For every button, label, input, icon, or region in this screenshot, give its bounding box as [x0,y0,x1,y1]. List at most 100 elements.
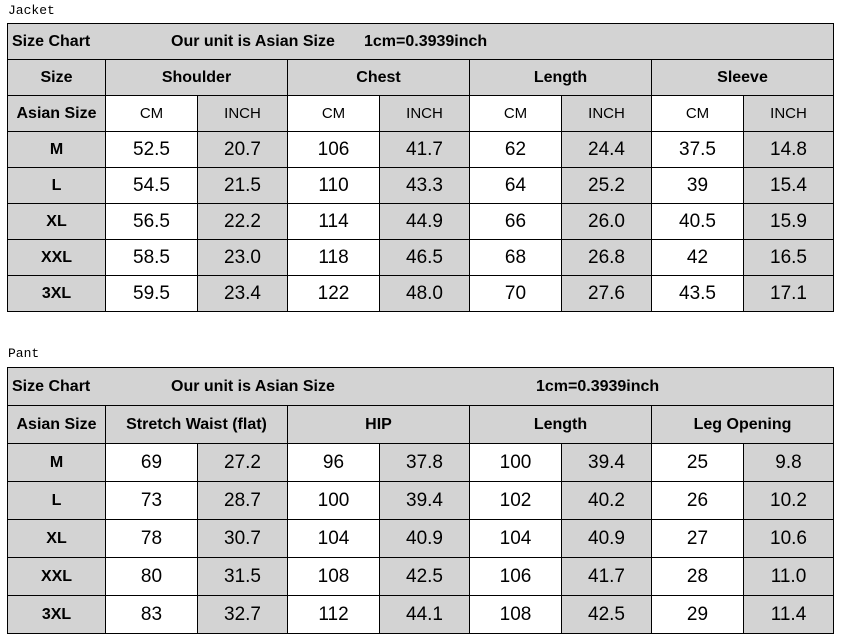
value-cell: 27 [651,519,744,558]
value-cell: 68 [469,239,562,276]
sub-header: INCH [197,95,288,132]
title-text: Size Chart [12,377,91,395]
table-label: Pant [8,346,40,361]
value-cell: 40.2 [561,481,652,520]
value-cell: 78 [105,519,198,558]
value-cell: 31.5 [197,557,288,596]
value-cell: 108 [287,557,380,596]
size-cell: 3XL [7,275,106,312]
value-cell: 39 [651,167,744,204]
value-cell: 21.5 [197,167,288,204]
size-cell: L [7,481,106,520]
value-cell: 102 [469,481,562,520]
value-cell: 39.4 [379,481,470,520]
value-cell: 106 [469,557,562,596]
size-cell: XXL [7,239,106,276]
sub-header: INCH [743,95,834,132]
column-header: Size [7,59,106,96]
value-cell: 44.1 [379,595,470,634]
value-cell: 64 [469,167,562,204]
column-header: Length [469,59,652,96]
value-cell: 83 [105,595,198,634]
value-cell: 108 [469,595,562,634]
value-cell: 104 [469,519,562,558]
title-row: Size Chart Our unit is Asian Size 1cm=0.39… [7,23,834,60]
value-cell: 59.5 [105,275,198,312]
value-cell: 26.0 [561,203,652,240]
value-cell: 122 [287,275,380,312]
value-cell: 22.2 [197,203,288,240]
value-cell: 20.7 [197,131,288,168]
value-cell: 40.5 [651,203,744,240]
value-cell: 44.9 [379,203,470,240]
value-cell: 37.5 [651,131,744,168]
value-cell: 9.8 [743,443,834,482]
value-cell: 37.8 [379,443,470,482]
column-header: Shoulder [105,59,288,96]
sub-header: INCH [379,95,470,132]
value-cell: 100 [469,443,562,482]
value-cell: 80 [105,557,198,596]
sub-header: CM [105,95,198,132]
sub-header: Asian Size [7,95,106,132]
value-cell: 66 [469,203,562,240]
value-cell: 43.5 [651,275,744,312]
size-cell: XL [7,203,106,240]
value-cell: 11.4 [743,595,834,634]
column-header: Sleeve [651,59,834,96]
value-cell: 96 [287,443,380,482]
value-cell: 106 [287,131,380,168]
title-text: 1cm=0.3939inch [536,377,660,395]
sub-header: CM [469,95,562,132]
value-cell: 62 [469,131,562,168]
size-cell: 3XL [7,595,106,634]
value-cell: 14.8 [743,131,834,168]
sub-header: CM [287,95,380,132]
value-cell: 27.6 [561,275,652,312]
value-cell: 24.4 [561,131,652,168]
title-text: Our unit is Asian Size [171,377,335,395]
value-cell: 41.7 [561,557,652,596]
value-cell: 15.4 [743,167,834,204]
value-cell: 30.7 [197,519,288,558]
title-text: Our unit is Asian Size [171,32,335,50]
sub-header: INCH [561,95,652,132]
value-cell: 10.2 [743,481,834,520]
size-cell: XL [7,519,106,558]
value-cell: 48.0 [379,275,470,312]
value-cell: 17.1 [743,275,834,312]
value-cell: 10.6 [743,519,834,558]
value-cell: 73 [105,481,198,520]
value-cell: 114 [287,203,380,240]
value-cell: 42.5 [379,557,470,596]
value-cell: 27.2 [197,443,288,482]
size-cell: M [7,131,106,168]
value-cell: 110 [287,167,380,204]
title-row: Size Chart Our unit is Asian Size 1cm=0.39… [7,367,834,406]
column-header: HIP [287,405,470,444]
size-cell: L [7,167,106,204]
value-cell: 100 [287,481,380,520]
size-cell: M [7,443,106,482]
sub-header: CM [651,95,744,132]
value-cell: 54.5 [105,167,198,204]
value-cell: 15.9 [743,203,834,240]
value-cell: 56.5 [105,203,198,240]
value-cell: 25.2 [561,167,652,204]
value-cell: 52.5 [105,131,198,168]
table-label: Jacket [8,3,55,18]
title-text: Size Chart [12,32,91,50]
value-cell: 104 [287,519,380,558]
value-cell: 42 [651,239,744,276]
column-header: Stretch Waist (flat) [105,405,288,444]
value-cell: 26.8 [561,239,652,276]
column-header: Asian Size [7,405,106,444]
value-cell: 43.3 [379,167,470,204]
value-cell: 112 [287,595,380,634]
value-cell: 58.5 [105,239,198,276]
value-cell: 40.9 [561,519,652,558]
value-cell: 69 [105,443,198,482]
value-cell: 26 [651,481,744,520]
value-cell: 39.4 [561,443,652,482]
value-cell: 40.9 [379,519,470,558]
